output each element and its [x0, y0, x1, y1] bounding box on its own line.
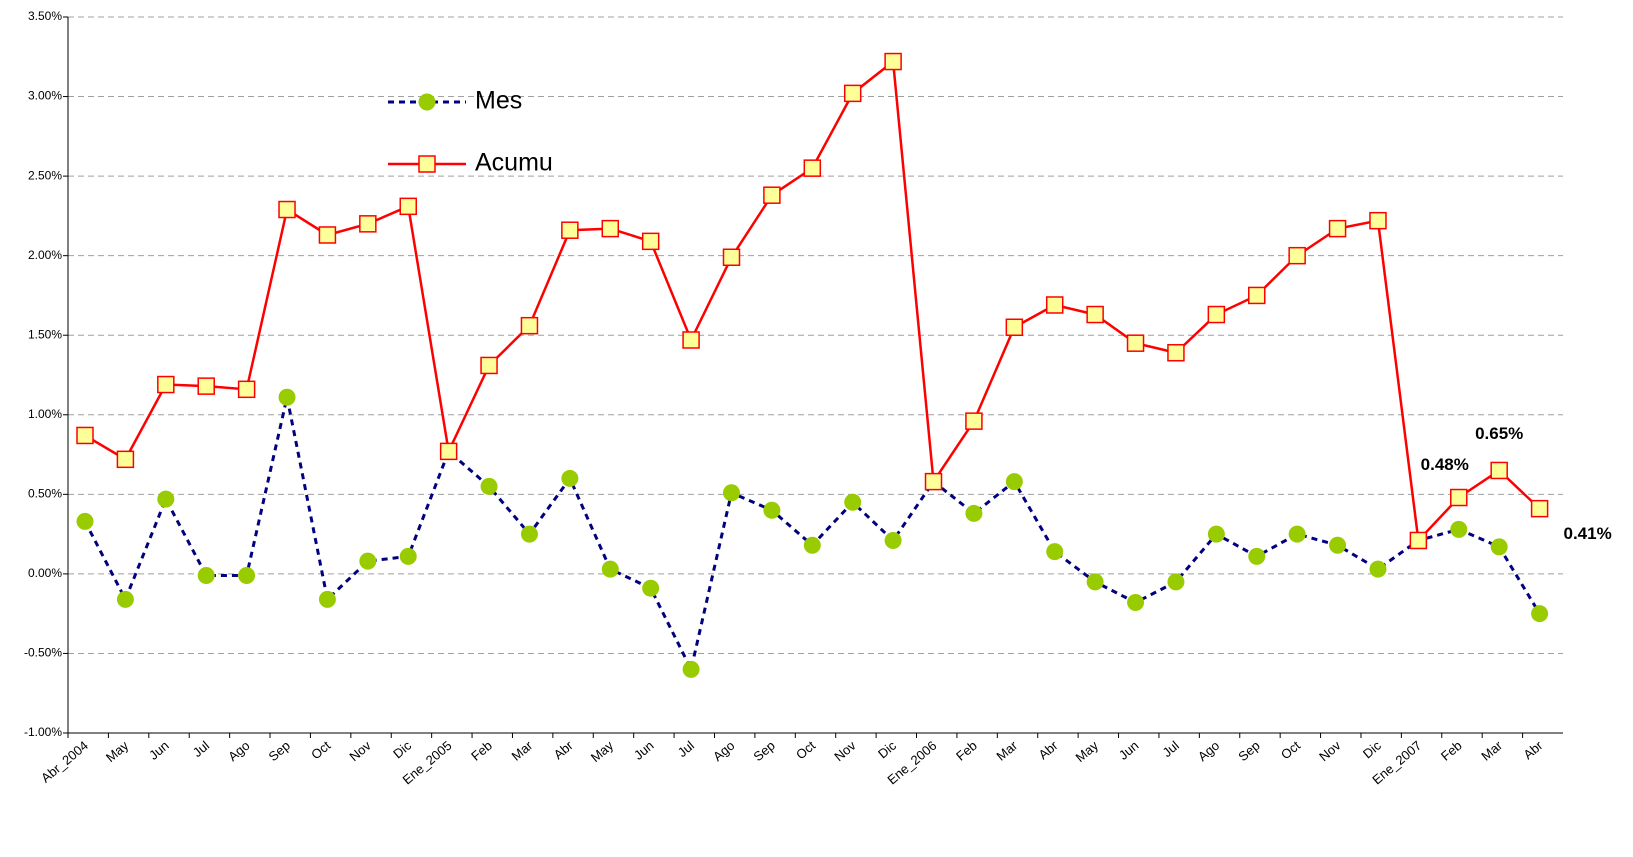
marker [197, 377, 215, 395]
marker [1248, 547, 1266, 565]
marker [359, 215, 377, 233]
legend-marker [418, 155, 436, 173]
marker [601, 560, 619, 578]
marker [1530, 499, 1549, 518]
marker [1005, 473, 1023, 491]
y-tick-label: 0.50% [28, 487, 62, 501]
marker [722, 484, 740, 502]
y-tick-label: 2.00% [28, 248, 62, 262]
marker [1046, 543, 1064, 561]
marker [76, 426, 94, 445]
marker [642, 579, 660, 597]
y-tick-label: -0.50% [24, 646, 62, 660]
y-tick-label: 0.00% [28, 566, 62, 580]
marker [318, 590, 336, 608]
marker [1207, 525, 1225, 543]
marker [561, 221, 579, 239]
marker [803, 536, 821, 554]
data-label: 0.48% [1421, 455, 1469, 474]
marker [1328, 219, 1347, 238]
marker [318, 226, 337, 244]
marker [1490, 461, 1508, 480]
y-tick-label: 2.50% [28, 168, 62, 182]
marker [278, 200, 296, 219]
marker [520, 525, 538, 543]
y-tick-label: 1.50% [28, 327, 62, 341]
marker [157, 490, 175, 508]
marker [1086, 573, 1104, 591]
marker [238, 566, 256, 584]
marker [359, 552, 377, 570]
marker [1045, 296, 1064, 314]
marker [1450, 488, 1468, 507]
marker [399, 547, 417, 565]
marker [116, 590, 134, 608]
marker [1490, 538, 1508, 556]
marker [1450, 520, 1468, 538]
marker [965, 504, 983, 522]
marker [1531, 605, 1549, 623]
marker [803, 159, 822, 177]
marker [722, 248, 741, 267]
marker [1167, 573, 1185, 591]
marker [1207, 305, 1226, 324]
marker [601, 219, 620, 238]
marker [399, 197, 417, 216]
marker [844, 493, 862, 511]
marker [1005, 318, 1024, 337]
marker [843, 84, 862, 103]
marker [480, 477, 498, 495]
y-tick-label: -1.00% [24, 725, 62, 739]
marker [237, 380, 256, 399]
marker [1248, 286, 1266, 305]
y-tick-label: 3.00% [28, 89, 62, 103]
marker [1127, 594, 1145, 612]
marker [965, 412, 983, 430]
marker [480, 356, 498, 375]
marker [682, 660, 700, 678]
marker [1086, 305, 1104, 324]
marker [1167, 343, 1185, 362]
marker [278, 388, 296, 406]
marker [682, 331, 700, 349]
marker [439, 442, 458, 461]
marker [763, 501, 781, 519]
data-label: 0.41% [1563, 524, 1611, 543]
marker [1409, 531, 1428, 550]
data-label: 0.65% [1475, 424, 1523, 443]
legend-label: Mes [475, 87, 522, 115]
marker [561, 469, 579, 487]
marker [1288, 246, 1306, 265]
marker [76, 512, 94, 530]
marker [1329, 536, 1347, 554]
marker [763, 186, 781, 204]
marker [1369, 211, 1387, 230]
marker [116, 450, 135, 469]
marker [197, 566, 215, 584]
marker [884, 52, 902, 71]
y-tick-label: 1.00% [28, 407, 62, 421]
legend-marker [418, 93, 436, 111]
marker [884, 531, 902, 549]
marker [1369, 560, 1387, 578]
marker [520, 316, 539, 335]
marker [157, 375, 175, 394]
legend-label: Acumu [475, 149, 553, 177]
marker [1288, 525, 1306, 543]
marker [1126, 334, 1145, 352]
y-tick-label: 3.50% [28, 9, 62, 23]
marker [641, 232, 660, 251]
marker [924, 472, 943, 491]
